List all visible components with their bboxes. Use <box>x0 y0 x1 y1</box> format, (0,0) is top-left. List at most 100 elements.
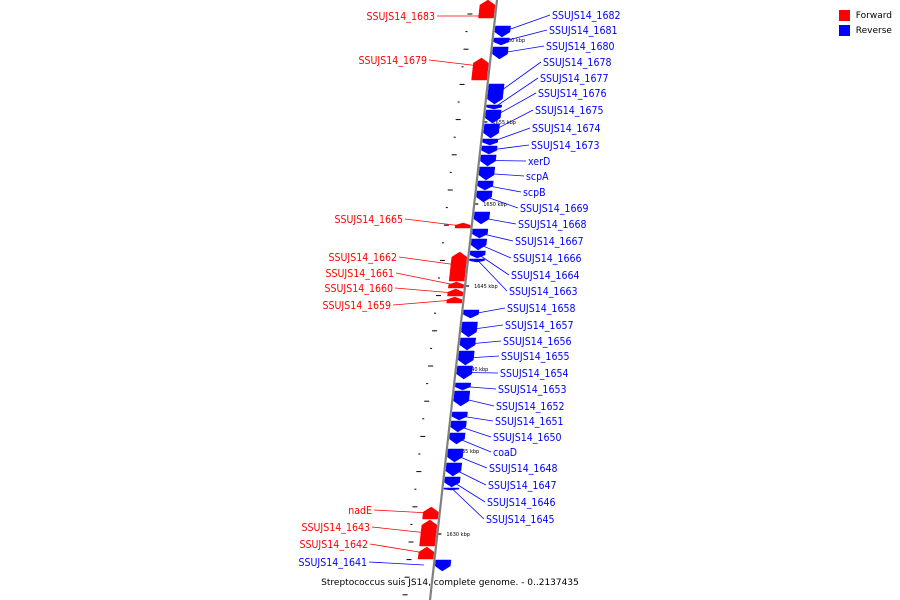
gene-label: SSUJS14_1678 <box>543 57 611 69</box>
tick-label: 1660 kbp <box>502 38 526 44</box>
gene-ssujs14-1643-glyph <box>419 519 438 547</box>
legend-item-reverse: Reverse <box>838 23 892 38</box>
tick-label: 1630 kbp <box>446 532 470 538</box>
gene-label: SSUJS14_1657 <box>505 320 573 332</box>
label-leader <box>484 196 519 209</box>
gene-label: SSUJS14_1675 <box>535 105 603 117</box>
gene-label: coaD <box>493 447 517 459</box>
label-leader <box>457 438 492 453</box>
gene-label: SSUJS14_1665 <box>335 214 403 226</box>
label-leader <box>478 254 510 276</box>
gene-ssujs14-1677-glyph <box>486 104 503 110</box>
label-leader <box>489 160 527 162</box>
gene-ssujs14-1653-glyph <box>455 382 472 391</box>
gene-ssujs14-1642-glyph <box>417 546 435 560</box>
gene-label: SSUJS14_1666 <box>513 253 581 265</box>
gene-label: SSUJS14_1647 <box>488 480 556 492</box>
gene-ssujs14-1665-glyph <box>454 222 471 229</box>
scale-tick: 1655 kbp <box>484 120 516 126</box>
label-leader <box>463 386 497 390</box>
label-leader <box>398 256 458 266</box>
label-leader <box>454 469 487 486</box>
gene-label: nadE <box>348 505 372 517</box>
label-leader <box>369 543 426 554</box>
gene-label: SSUJS14_1663 <box>509 286 577 298</box>
tick-label: 1655 kbp <box>492 120 516 126</box>
gene-label: SSUJS14_1650 <box>493 432 561 444</box>
gene-label: SSUJS14_1660 <box>325 283 393 295</box>
label-leader <box>468 340 502 345</box>
label-leader <box>493 92 537 117</box>
gene-ssujs14-1682-glyph <box>494 25 511 38</box>
gene-ssujs14-1681-glyph <box>493 37 510 46</box>
label-leader <box>459 426 492 438</box>
scale-tick: 1630 kbp <box>438 532 470 538</box>
gene-label: SSUJS14_1682 <box>552 10 620 22</box>
label-leader <box>477 260 508 292</box>
gene-ssujs14-1676-glyph <box>485 109 502 124</box>
gene-label: SSUJS14_1669 <box>520 203 588 215</box>
gene-ssujs14-1657-glyph <box>461 321 478 338</box>
gene-nade-glyph <box>422 506 439 520</box>
label-leader <box>470 324 504 330</box>
label-leader <box>404 218 462 227</box>
gene-scpb-glyph <box>477 180 494 191</box>
label-leader <box>368 561 424 566</box>
gene-ssujs14-1680-glyph <box>492 46 509 60</box>
label-leader <box>373 509 430 514</box>
gene-ssujs14-1660-glyph <box>447 288 464 297</box>
legend-reverse-label: Reverse <box>855 25 892 36</box>
label-leader <box>466 355 500 359</box>
gene-ssujs14-1668-glyph <box>473 211 491 225</box>
gene-ssujs14-1673-glyph <box>481 145 498 155</box>
legend: Forward Reverse <box>838 8 892 38</box>
label-leader <box>486 185 522 193</box>
gene-label: SSUJS14_1652 <box>496 401 564 413</box>
gene-ssujs14-1678-glyph <box>487 83 505 105</box>
gene-ssujs14-1663-glyph <box>469 258 485 263</box>
gene-label: SSUJS14_1659 <box>323 300 391 312</box>
gene-label: SSUJS14_1642 <box>300 539 368 551</box>
legend-item-forward: Forward <box>838 8 892 23</box>
label-leader <box>479 244 512 259</box>
gene-label: SSUJS14_1656 <box>503 336 571 348</box>
gene-layer <box>417 0 511 572</box>
label-layer: SSUJS14_1683 SSUJS14_1682 SSUJS14_1681 SSUJ… <box>299 10 621 569</box>
legend-forward-label: Forward <box>855 10 892 21</box>
label-leader <box>503 14 551 32</box>
label-leader <box>496 61 542 95</box>
label-leader <box>465 372 499 374</box>
gene-scpa-glyph <box>478 166 496 181</box>
label-leader <box>491 127 531 143</box>
gene-ssujs14-1646-glyph <box>444 476 461 488</box>
label-leader <box>428 59 480 67</box>
gene-label: SSUJS14_1653 <box>498 384 566 396</box>
label-leader <box>395 272 456 286</box>
gene-ssujs14-1667-glyph <box>472 228 489 239</box>
gene-ssujs14-1645-glyph <box>443 487 460 491</box>
gene-label: SSUJS14_1679 <box>359 55 427 67</box>
forward-swatch <box>838 10 850 21</box>
label-leader <box>502 29 548 42</box>
gene-label: SSUJS14_1643 <box>302 522 370 534</box>
gene-ssujs14-1675-glyph <box>483 123 500 139</box>
gene-label: scpB <box>523 187 546 199</box>
gene-label: SSUJS14_1645 <box>486 514 554 526</box>
gene-xerd-glyph <box>480 154 497 167</box>
gene-label: SSUJS14_1673 <box>531 140 599 152</box>
label-leader <box>452 488 485 520</box>
gene-ssujs14-1651-glyph <box>451 411 468 421</box>
gene-ssujs14-1661-glyph <box>448 281 464 289</box>
label-leader <box>460 415 494 422</box>
gene-label: SSUJS14_1681 <box>549 25 617 37</box>
gene-label: SSUJS14_1655 <box>501 351 569 363</box>
label-leader <box>482 217 517 225</box>
tick-layer: 1660 kbp 1655 kbp 1650 kbp 1645 kbp 1640 kbp… <box>402 13 526 596</box>
label-leader <box>480 233 514 242</box>
gene-ssujs14-1666-glyph <box>470 238 488 251</box>
tick-label: 1640 kbp <box>465 367 489 373</box>
gene-label: SSUJS14_1662 <box>329 252 397 264</box>
label-leader <box>452 481 486 503</box>
gene-label: SSUJS14_1683 <box>367 11 435 23</box>
